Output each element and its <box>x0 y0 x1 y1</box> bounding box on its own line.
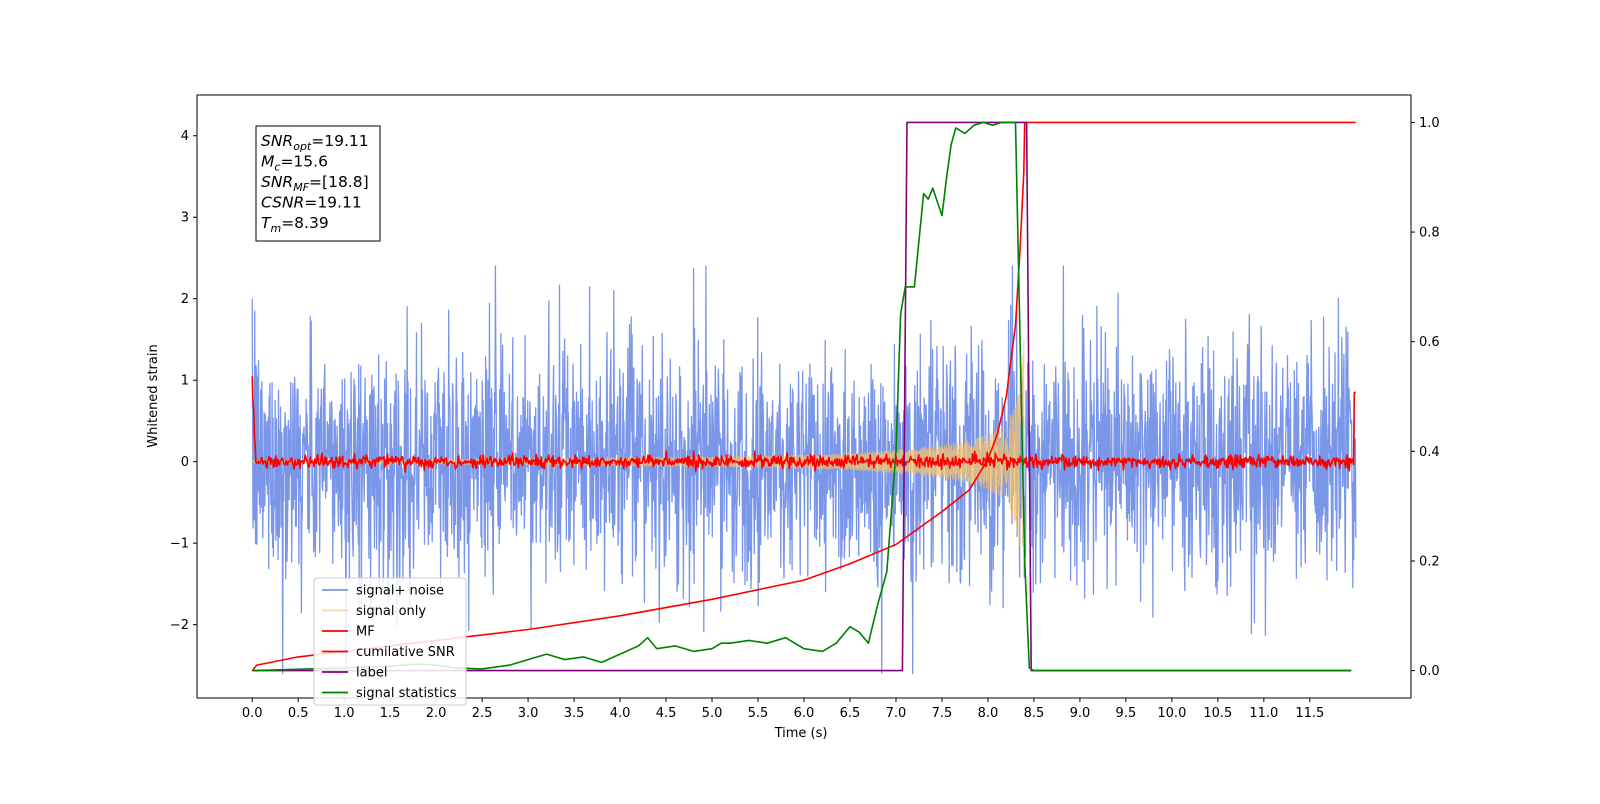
x-axis-label: Time (s) <box>774 726 828 741</box>
y2-tick-label: 0.6 <box>1419 335 1440 350</box>
annotation-line: SNRopt=19.11 <box>261 132 369 153</box>
x-tick-label: 1.5 <box>380 706 401 721</box>
y2-tick-label: 0.2 <box>1419 554 1440 569</box>
x-tick-label: 10.0 <box>1157 706 1186 721</box>
x-tick-label: 4.5 <box>656 706 677 721</box>
y-axis-label: Whitened strain <box>146 344 161 447</box>
x-tick-label: 5.0 <box>702 706 723 721</box>
annotation-line: Mc=15.6 <box>261 153 328 174</box>
x-tick-label: 1.0 <box>334 706 355 721</box>
series-line-mf <box>251 376 1356 473</box>
y2-tick-label: 0.0 <box>1419 664 1440 679</box>
x-tick-label: 2.0 <box>426 706 447 721</box>
legend-entry-signal-statistics: signal statistics <box>356 686 457 701</box>
y-tick-label: −2 <box>170 618 189 633</box>
x-tick-label: 9.0 <box>1070 706 1091 721</box>
x-tick-label: 4.0 <box>610 706 631 721</box>
x-axis: 0.0 0.5 1.0 1.5 2.0 2.5 3.0 3.5 4.0 4.5 5.0 5.5 6.0 6… <box>242 698 1324 721</box>
y-tick-label: 2 <box>181 292 189 307</box>
y-tick-label: −1 <box>170 537 189 552</box>
legend-entry-signal-noise: signal+ noise <box>356 584 444 599</box>
x-tick-label: 11.0 <box>1249 706 1278 721</box>
series-line-signal-statistics <box>252 121 1352 672</box>
x-tick-label: 6.0 <box>794 706 815 721</box>
x-tick-label: 2.5 <box>472 706 493 721</box>
x-tick-label: 11.5 <box>1295 706 1324 721</box>
x-tick-label: 10.5 <box>1203 706 1232 721</box>
y-tick-label: 3 <box>181 211 189 226</box>
x-tick-label: 6.5 <box>840 706 861 721</box>
y-tick-label: 0 <box>181 455 189 470</box>
x-tick-label: 5.5 <box>748 706 769 721</box>
y-tick-label: 4 <box>181 129 189 144</box>
y2-tick-label: 0.4 <box>1419 445 1440 460</box>
annotation-line: SNRMF=[18.8] <box>261 173 369 194</box>
y2-tick-label: 0.8 <box>1419 226 1440 241</box>
legend-entry-cumilative-snr: cumilative SNR <box>356 645 455 660</box>
annotation-line: Tm=8.39 <box>261 214 329 235</box>
x-tick-label: 9.5 <box>1116 706 1137 721</box>
legend-entry-label: label <box>356 666 387 681</box>
x-tick-label: 0.0 <box>242 706 263 721</box>
legend-frame <box>313 577 467 706</box>
x-tick-label: 7.0 <box>886 706 907 721</box>
annotation-line: CSNR=19.11 <box>261 194 362 212</box>
legend-entry-mf: MF <box>356 625 375 640</box>
annotation-frame <box>255 125 381 242</box>
y-axis-left: −2 −1 0 1 2 3 4 <box>170 129 197 633</box>
legend: signal+ noise signal only MF cumilative SNR… <box>313 577 467 706</box>
x-tick-label: 7.5 <box>932 706 953 721</box>
x-tick-label: 0.5 <box>288 706 309 721</box>
x-tick-label: 3.5 <box>564 706 585 721</box>
x-tick-label: 8.0 <box>978 706 999 721</box>
annotation-box: SNRopt=19.11Mc=15.6SNRMF=[18.8]CSNR=19.1… <box>255 125 381 242</box>
x-tick-label: 3.0 <box>518 706 539 721</box>
x-tick-label: 8.5 <box>1024 706 1045 721</box>
y-axis-right: 0.0 0.2 0.4 0.6 0.8 1.0 <box>1411 116 1440 679</box>
y-tick-label: 1 <box>181 374 189 389</box>
legend-entry-signal-only: signal only <box>356 604 426 619</box>
y2-tick-label: 1.0 <box>1419 116 1440 131</box>
